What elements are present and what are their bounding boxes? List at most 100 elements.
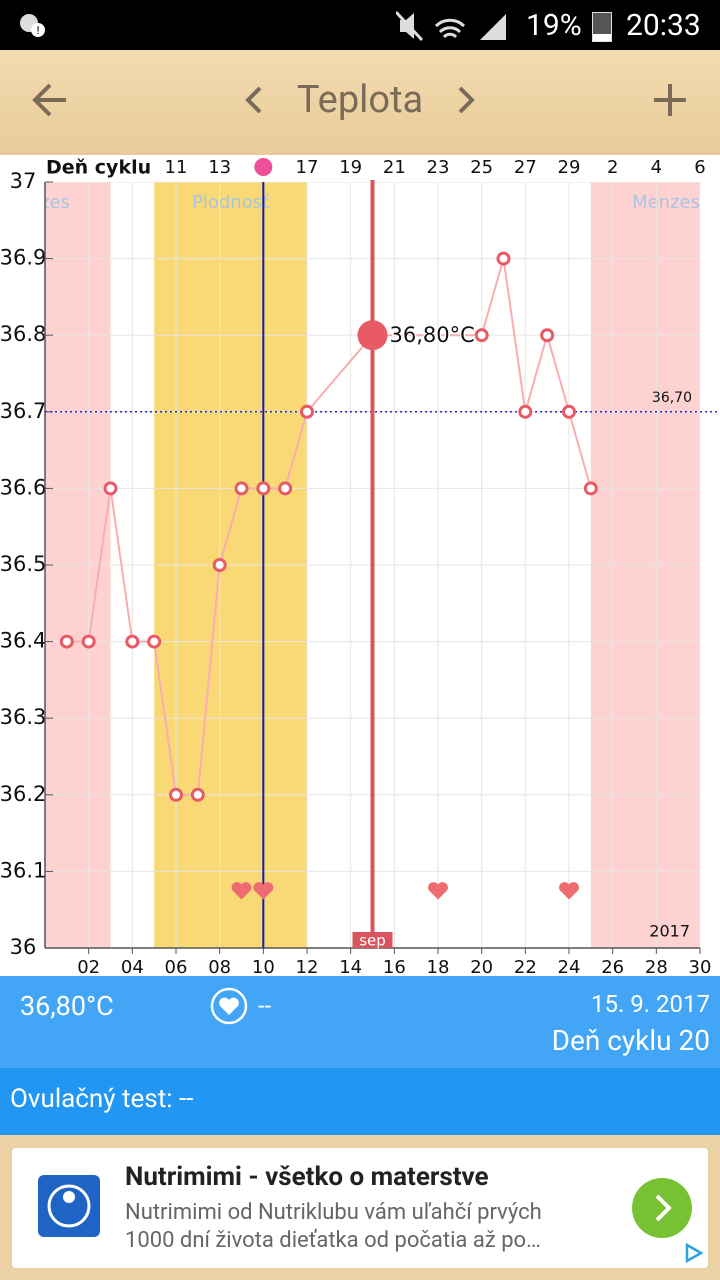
intercourse-value: -- <box>258 992 272 1020</box>
cycle-day: Deň cyklu 20 <box>551 1024 710 1057</box>
temperature-point[interactable] <box>278 481 293 496</box>
intercourse-heart <box>559 882 579 900</box>
temperature-point[interactable] <box>212 558 227 572</box>
temperature-point[interactable] <box>562 404 576 419</box>
x-tick-label: 02 <box>77 957 100 976</box>
cycle-day-label: 11 <box>165 157 188 178</box>
y-tick-label: 36.2 <box>0 782 46 806</box>
svg-text:!: ! <box>37 24 40 37</box>
ad-text-line: Nutrimimi od Nutriklubu vám uľahčí prvýc… <box>125 1200 542 1225</box>
x-tick-label: 18 <box>427 957 450 976</box>
x-tick-label: 22 <box>514 957 537 976</box>
cycle-day-label: 23 <box>427 157 450 178</box>
x-tick-label: 16 <box>383 957 406 976</box>
intercourse-heart <box>428 882 448 900</box>
selected-temperature: 36,80°C <box>20 990 114 1022</box>
temperature-point[interactable] <box>300 404 314 419</box>
cycle-day-label: 17 <box>296 157 319 178</box>
x-tick-label: 14 <box>339 957 362 976</box>
x-tick-label: 06 <box>165 957 188 976</box>
battery-percent: 19% <box>526 8 582 43</box>
y-tick-label: 36.1 <box>0 858 46 882</box>
intercourse-icon[interactable] <box>209 986 249 1026</box>
x-tick-label: 12 <box>296 957 319 976</box>
y-tick-label: 36.8 <box>0 322 46 346</box>
y-tick-label: 36.6 <box>0 475 46 499</box>
temperature-point[interactable] <box>125 634 140 649</box>
temperature-point[interactable] <box>81 634 96 649</box>
y-tick-label: 36.5 <box>0 552 46 576</box>
intercourse-heart <box>253 882 274 900</box>
cycle-day-label: 13 <box>208 157 231 178</box>
back-button[interactable] <box>30 80 70 120</box>
month-tag <box>352 932 393 948</box>
x-tick-label: 24 <box>558 957 581 976</box>
x-tick-label: 30 <box>689 957 712 976</box>
previous-button[interactable] <box>240 84 270 116</box>
y-tick-label: 36.4 <box>0 629 46 653</box>
x-tick-label: 10 <box>252 957 275 976</box>
screen-title: Teplota <box>296 78 424 122</box>
cycle-day-label: 2 <box>607 157 618 178</box>
ad-choices-icon[interactable] <box>682 1242 704 1264</box>
info-panel: 36,80°C -- 15. 9. 2017 Deň cyklu 20 <box>0 976 720 1068</box>
ad-open-button[interactable] <box>632 1178 692 1238</box>
cycle-day-label: 25 <box>470 157 493 178</box>
add-button[interactable] <box>652 82 688 118</box>
next-button[interactable] <box>452 84 482 116</box>
temperature-point[interactable] <box>474 328 489 343</box>
y-tick-label: 36.3 <box>0 705 46 729</box>
status-bar: ! 19% 20:33 <box>0 0 720 50</box>
temperature-point[interactable] <box>169 787 183 802</box>
selected-point <box>357 320 388 351</box>
phase-label: Menzes <box>632 192 700 213</box>
temperature-point[interactable] <box>256 481 271 496</box>
y-tick-label: 36.7 <box>0 399 46 423</box>
ad-banner[interactable]: Nutrimimi - všetko o materstve Nutrimimi… <box>12 1148 708 1268</box>
x-tick-label: 26 <box>601 957 624 976</box>
app-bar: Teplota <box>0 50 720 155</box>
y-tick-label: 36.9 <box>0 246 46 270</box>
intercourse-heart <box>231 882 252 900</box>
selected-point-label: 36,80°C <box>390 323 475 347</box>
cycle-day-label: 29 <box>558 157 581 178</box>
cycle-day-label: 4 <box>651 157 662 178</box>
temperature-point[interactable] <box>518 404 533 419</box>
battery-icon <box>592 12 612 42</box>
cycle-day-label: 19 <box>339 157 362 178</box>
ovulation-test-row[interactable]: Ovulačný test: -- <box>0 1068 720 1135</box>
year-label: 2017 <box>649 922 690 941</box>
temperature-point[interactable] <box>583 481 598 496</box>
temperature-point[interactable] <box>147 634 162 649</box>
x-tick-label: 08 <box>208 957 231 976</box>
temperature-chart: Deň cyklu Menzes Plodnosť Menzes 36 36.1 36.2… <box>0 155 720 976</box>
temperature-point[interactable] <box>190 787 205 802</box>
x-tick-label: 04 <box>121 957 144 976</box>
ad-text-line: 1000 dní života dieťatka od počatia až p… <box>125 1228 541 1253</box>
cycle-day-label: 21 <box>383 157 406 178</box>
temperature-point[interactable] <box>496 251 511 266</box>
ovulation-test: Ovulačný test: -- <box>10 1084 194 1114</box>
phase-label: Menzes <box>2 192 70 213</box>
temperature-point[interactable] <box>540 328 555 343</box>
ad-icon <box>38 1175 100 1237</box>
x-tick-label: 20 <box>470 957 493 976</box>
phase-label: Plodnosť <box>192 192 269 213</box>
temperature-point[interactable] <box>234 481 249 496</box>
status-icons <box>396 10 506 42</box>
notification-icon: ! <box>20 14 45 37</box>
plot-area: Menzes Plodnosť Menzes <box>2 182 700 948</box>
cycle-day-label: 27 <box>514 157 537 178</box>
reference-label: 36,70 <box>652 390 692 406</box>
selected-date: 15. 9. 2017 <box>591 990 710 1018</box>
y-tick-label: 37 <box>10 169 37 193</box>
temperature-point[interactable] <box>103 481 118 496</box>
cycle-day-label: 6 <box>694 157 705 178</box>
temperature-point[interactable] <box>59 634 74 649</box>
ovulation-day-icon <box>254 158 273 176</box>
month-label: sep <box>359 932 386 950</box>
ad-title: Nutrimimi - všetko o materstve <box>125 1162 489 1192</box>
top-axis-title: Deň cyklu <box>46 157 151 179</box>
clock: 20:33 <box>626 8 701 43</box>
